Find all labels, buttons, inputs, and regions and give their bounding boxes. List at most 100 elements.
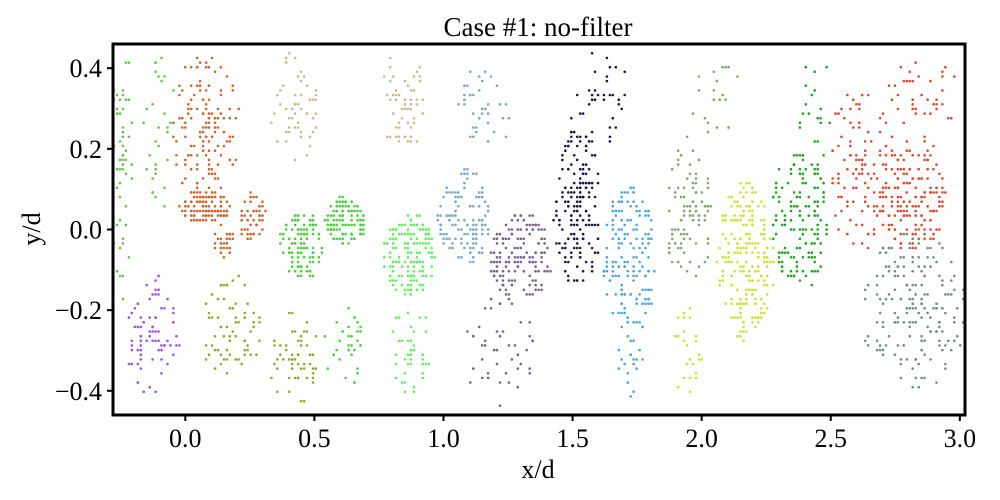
data-point: [341, 214, 345, 217]
data-point: [219, 246, 223, 250]
data-point: [332, 209, 336, 213]
data-point: [593, 154, 597, 157]
data-point: [213, 348, 217, 352]
data-point: [213, 195, 217, 199]
data-point: [213, 116, 217, 120]
data-point: [341, 195, 345, 199]
data-point: [730, 232, 733, 236]
data-point: [391, 260, 395, 264]
data-point: [555, 214, 558, 217]
data-point: [480, 246, 484, 250]
data-point: [400, 232, 404, 236]
data-point: [605, 265, 609, 268]
data-point: [567, 260, 570, 264]
data-point: [905, 311, 909, 315]
data-point: [240, 214, 243, 217]
data-point: [504, 135, 508, 139]
data-point: [804, 274, 808, 278]
data-point: [528, 223, 531, 227]
data-point: [593, 70, 597, 74]
data-point: [457, 195, 460, 199]
data-point: [706, 177, 710, 180]
data-point: [733, 237, 736, 241]
data-point: [347, 307, 350, 310]
data-point: [201, 126, 205, 129]
data-point: [308, 362, 312, 366]
data-point: [198, 84, 202, 87]
data-point: [228, 353, 232, 357]
data-point: [187, 103, 190, 106]
data-point: [540, 228, 543, 231]
data-point: [356, 209, 359, 213]
data-point: [745, 223, 748, 227]
data-point: [617, 367, 621, 370]
data-point: [187, 112, 190, 115]
data-point: [878, 191, 882, 194]
data-point: [249, 223, 252, 227]
data-point: [154, 163, 157, 166]
data-point: [195, 163, 199, 166]
data-point: [581, 112, 585, 115]
data-point: [543, 251, 546, 254]
data-point: [647, 288, 650, 292]
data-point: [507, 255, 511, 259]
data-point: [210, 167, 214, 171]
data-point: [543, 228, 546, 231]
data-point: [733, 269, 736, 273]
data-point: [475, 126, 478, 129]
data-point: [822, 181, 825, 185]
data-point: [296, 75, 300, 78]
data-point: [347, 325, 350, 329]
data-point: [602, 98, 606, 101]
data-point: [872, 232, 876, 236]
data-point: [409, 283, 413, 287]
data-point: [172, 321, 175, 324]
data-point: [932, 237, 935, 241]
data-point: [412, 75, 416, 78]
data-point: [469, 246, 472, 250]
data-point: [228, 307, 232, 310]
data-point: [347, 334, 350, 338]
data-point: [332, 223, 336, 227]
data-point: [688, 390, 692, 394]
data-point: [572, 130, 576, 134]
data-point: [902, 321, 906, 324]
data-point: [763, 283, 766, 287]
data-point: [154, 330, 157, 333]
data-point: [142, 321, 145, 324]
data-point: [878, 209, 882, 213]
data-point: [133, 325, 137, 329]
data-point: [920, 334, 923, 338]
data-point: [751, 218, 754, 222]
data-point: [890, 297, 894, 301]
data-point: [896, 209, 900, 213]
data-point: [121, 89, 125, 92]
data-point: [501, 237, 505, 241]
data-point: [154, 140, 157, 143]
data-point: [394, 376, 398, 380]
data-point: [305, 376, 309, 380]
data-point: [694, 209, 698, 213]
data-point: [231, 232, 235, 236]
data-point: [130, 163, 134, 166]
data-point: [243, 316, 246, 319]
data-point: [846, 200, 849, 203]
data-point: [899, 209, 903, 213]
data-point: [938, 205, 941, 208]
data-point: [299, 399, 303, 403]
data-point: [472, 218, 475, 222]
data-point: [650, 218, 653, 222]
data-point: [525, 251, 528, 254]
data-point: [409, 237, 413, 241]
data-point: [421, 228, 425, 231]
data-point: [641, 242, 644, 245]
data-point: [495, 237, 499, 241]
data-point: [510, 251, 514, 254]
data-point: [858, 172, 861, 176]
data-point: [941, 307, 944, 310]
data-point: [804, 181, 808, 185]
data-point: [923, 140, 926, 143]
data-point: [412, 232, 416, 236]
data-point: [522, 242, 526, 245]
data-point: [258, 321, 261, 324]
